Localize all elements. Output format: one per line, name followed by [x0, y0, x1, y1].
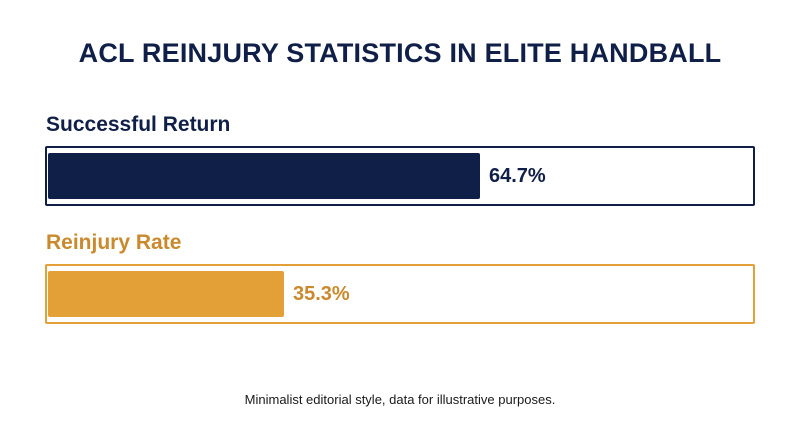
category-label-successful-return: Successful Return — [46, 113, 231, 136]
bar-track-successful-return: 64.7% — [45, 146, 755, 206]
value-label-successful-return: 64.7% — [489, 165, 546, 187]
chart-title: ACL REINJURY STATISTICS IN ELITE HANDBAL… — [78, 38, 722, 68]
bar-successful-return — [48, 153, 480, 199]
footnote: Minimalist editorial style, data for ill… — [244, 392, 556, 407]
bar-track-reinjury-rate: 35.3% — [45, 264, 755, 324]
category-label-reinjury-rate: Reinjury Rate — [46, 231, 182, 254]
value-label-reinjury-rate: 35.3% — [293, 283, 350, 305]
bar-reinjury-rate — [48, 271, 284, 317]
